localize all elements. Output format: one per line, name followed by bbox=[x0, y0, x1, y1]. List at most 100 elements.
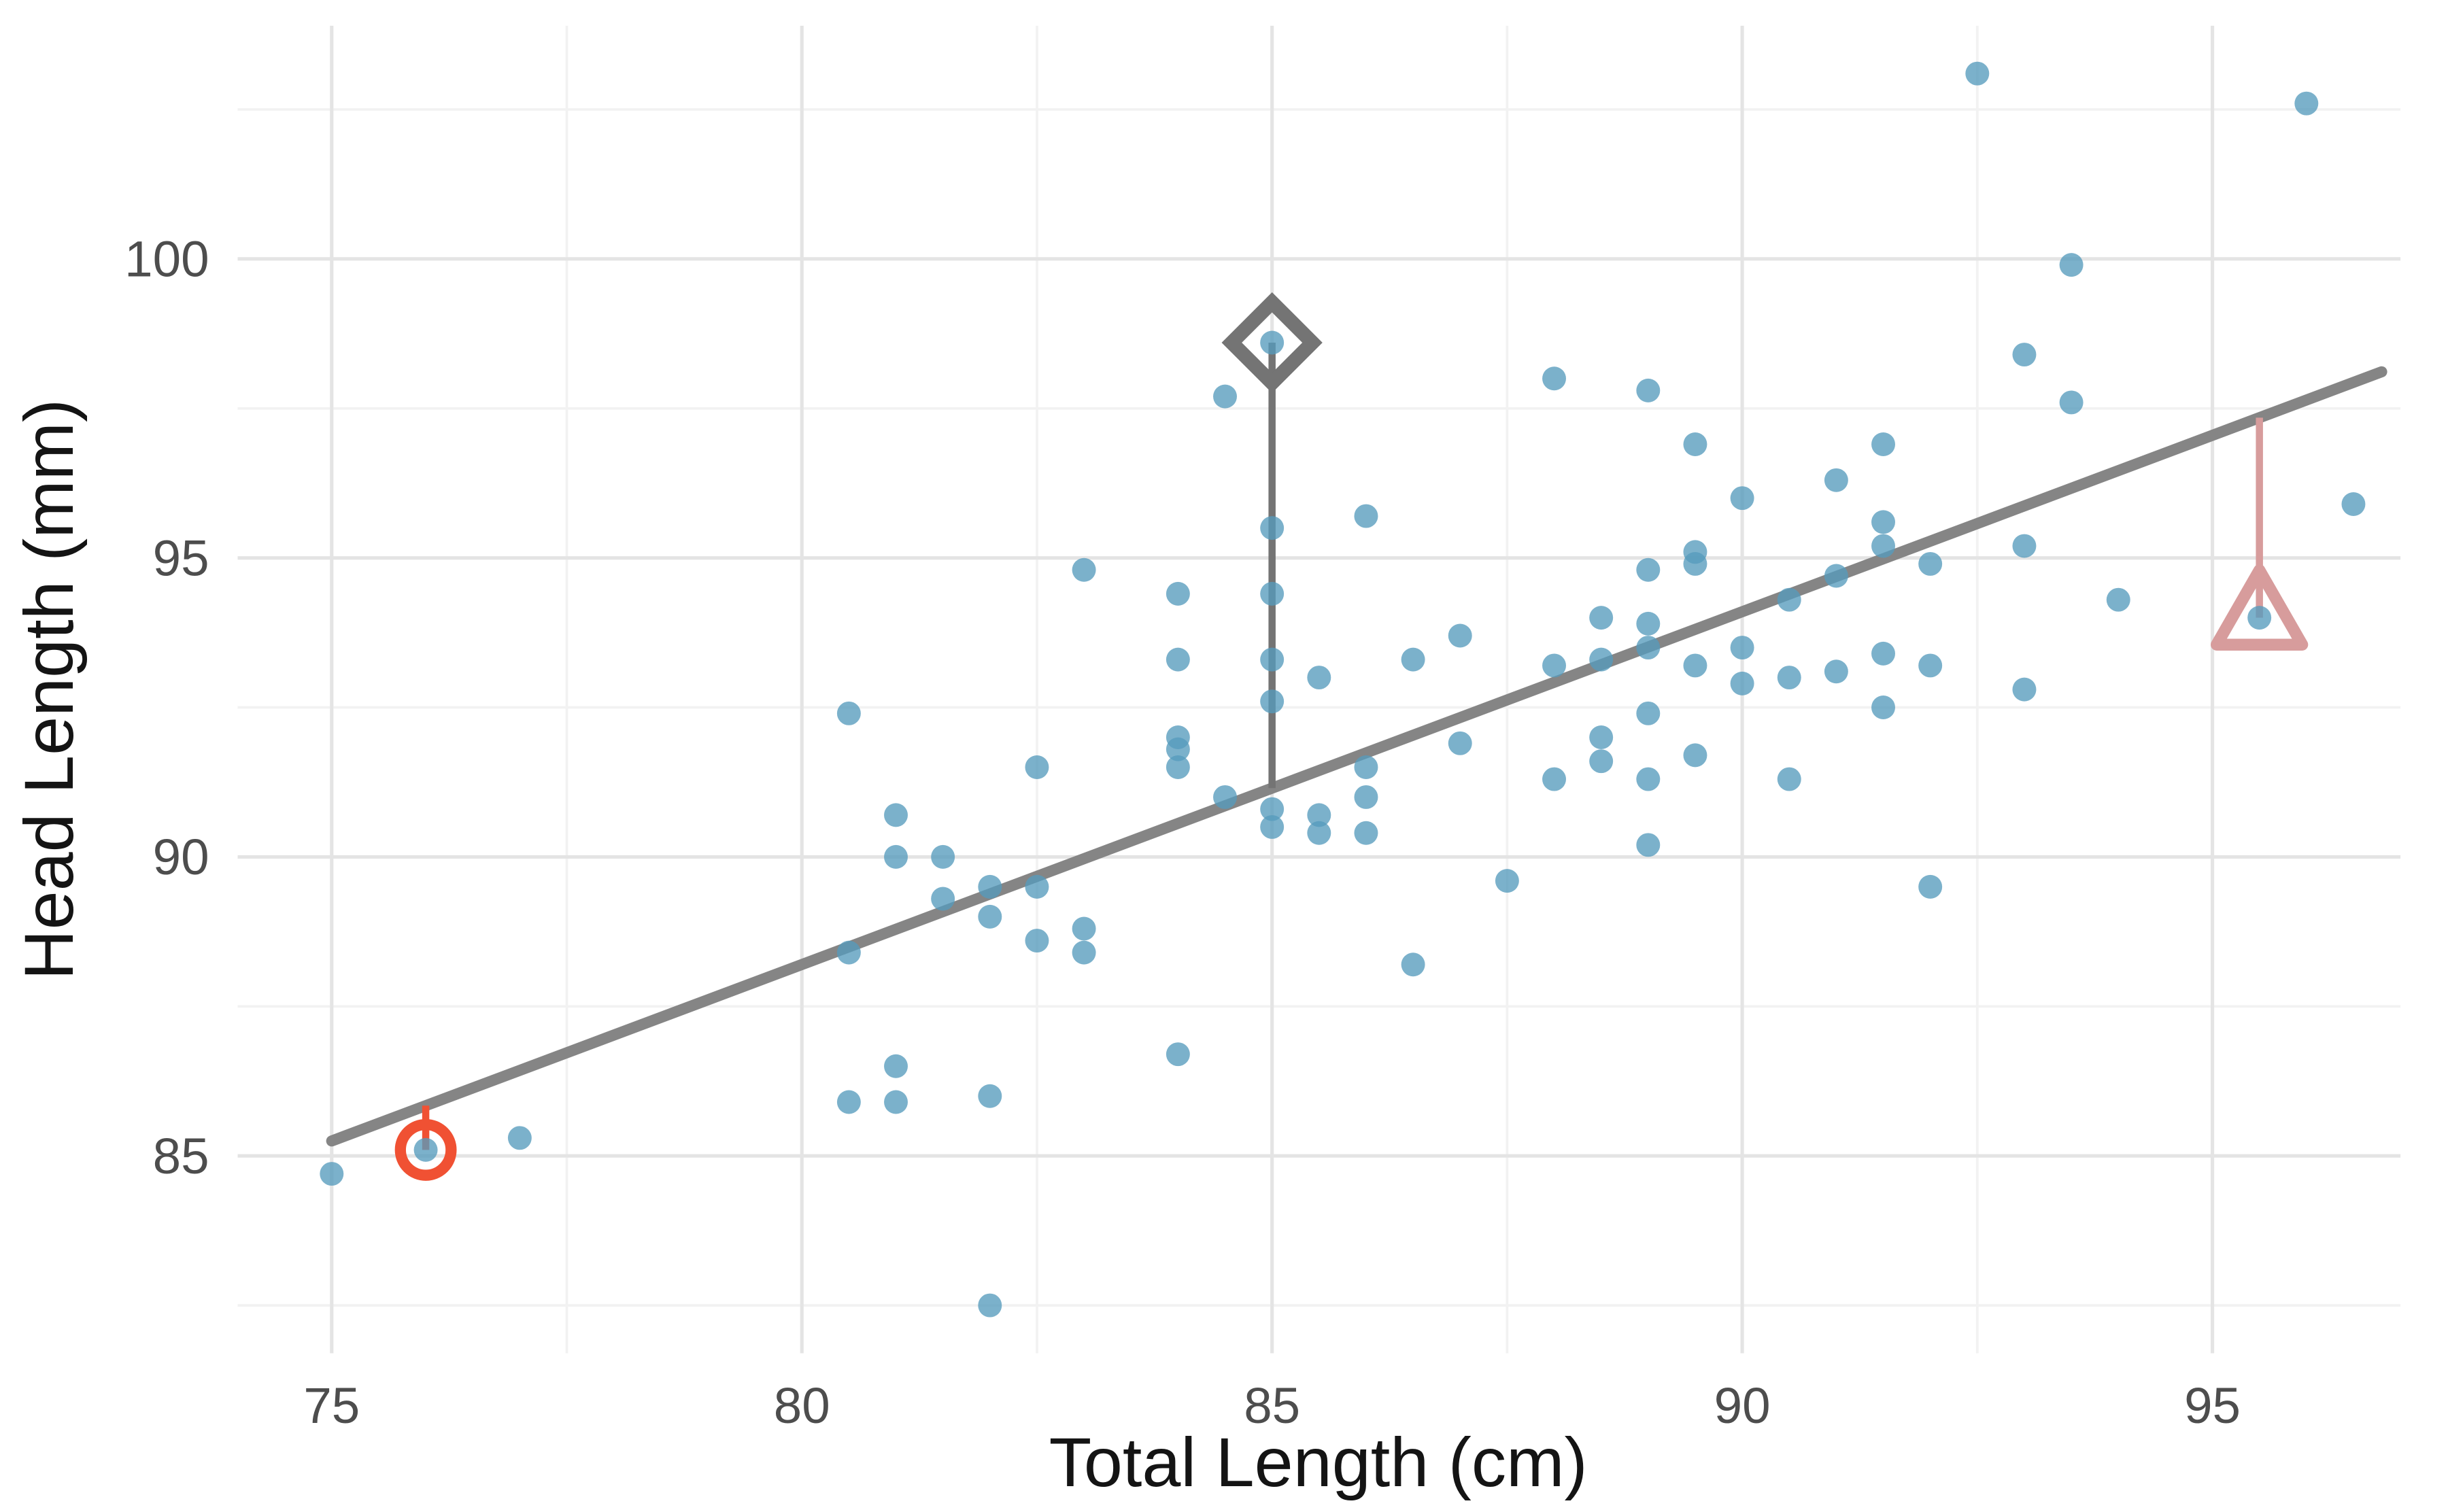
data-point bbox=[884, 803, 908, 827]
data-point bbox=[1542, 767, 1566, 791]
data-point bbox=[1683, 432, 1707, 456]
data-point bbox=[1401, 647, 1425, 672]
data-point bbox=[1589, 647, 1614, 672]
data-point bbox=[978, 1084, 1002, 1108]
data-point bbox=[1260, 647, 1285, 672]
data-point bbox=[2012, 677, 2037, 702]
data-point bbox=[1824, 468, 1848, 492]
regression-line-layer bbox=[326, 366, 2387, 1147]
data-point bbox=[1354, 504, 1378, 528]
data-points-layer bbox=[320, 61, 2366, 1318]
data-point bbox=[1589, 725, 1614, 749]
data-point bbox=[1636, 378, 1661, 402]
data-point bbox=[1683, 653, 1707, 678]
data-point bbox=[1213, 785, 1237, 809]
data-point bbox=[1354, 821, 1378, 845]
data-point bbox=[884, 1054, 908, 1078]
data-point bbox=[1213, 384, 1237, 409]
axis-labels-layer: 75 80 85 90 95 85 90 95 100 bbox=[124, 230, 2241, 1433]
annotation-markers-layer bbox=[394, 292, 2309, 1181]
data-point bbox=[507, 1126, 532, 1150]
data-point bbox=[1307, 803, 1331, 827]
data-point bbox=[1307, 821, 1331, 845]
gridlines-layer bbox=[237, 25, 2401, 1354]
x-tick-label: 80 bbox=[774, 1377, 830, 1434]
data-point bbox=[1918, 551, 1943, 576]
data-point bbox=[2012, 534, 2037, 558]
data-point bbox=[1025, 929, 1049, 953]
data-point bbox=[1354, 755, 1378, 779]
y-tick-label: 95 bbox=[153, 530, 209, 586]
data-point bbox=[1824, 564, 1848, 588]
data-point bbox=[1166, 755, 1190, 779]
data-point bbox=[1636, 636, 1661, 660]
data-point bbox=[1260, 814, 1285, 839]
data-point bbox=[2059, 390, 2084, 415]
data-point bbox=[1260, 689, 1285, 714]
data-point bbox=[1636, 833, 1661, 857]
data-point bbox=[1072, 916, 1096, 941]
data-point bbox=[1636, 701, 1661, 725]
data-point bbox=[931, 844, 955, 869]
data-point bbox=[1495, 869, 1519, 893]
data-point bbox=[1260, 330, 1285, 355]
circled-outlier-circle-marker bbox=[394, 1118, 457, 1181]
data-point bbox=[1871, 510, 1895, 534]
data-point bbox=[978, 874, 1002, 899]
x-tick-label: 75 bbox=[303, 1377, 360, 1434]
data-point bbox=[978, 904, 1002, 929]
data-point bbox=[1918, 653, 1943, 678]
data-point bbox=[2341, 492, 2366, 516]
data-point bbox=[1636, 611, 1661, 636]
data-point bbox=[836, 1090, 861, 1114]
data-point bbox=[1166, 1042, 1190, 1067]
y-tick-label: 85 bbox=[153, 1128, 209, 1184]
data-point bbox=[1448, 623, 1472, 648]
data-point bbox=[1589, 606, 1614, 630]
x-axis-title: Total Length (cm) bbox=[1049, 1423, 1588, 1501]
data-point bbox=[1871, 534, 1895, 558]
data-point bbox=[1260, 516, 1285, 540]
data-point bbox=[2247, 606, 2272, 630]
data-point bbox=[1730, 486, 1754, 511]
data-point bbox=[1918, 874, 1943, 899]
data-point bbox=[1730, 671, 1754, 695]
data-point bbox=[1683, 743, 1707, 768]
diamond-outlier-diamond-marker bbox=[1221, 292, 1323, 394]
data-point bbox=[1448, 731, 1472, 755]
data-point bbox=[1777, 587, 1801, 612]
data-point bbox=[1166, 647, 1190, 672]
data-point bbox=[1871, 641, 1895, 666]
data-point bbox=[884, 844, 908, 869]
residual-segments-layer bbox=[422, 342, 2263, 1150]
data-point bbox=[1730, 636, 1754, 660]
x-tick-label: 90 bbox=[1714, 1377, 1771, 1434]
data-point bbox=[1636, 557, 1661, 582]
data-point bbox=[1260, 581, 1285, 606]
data-point bbox=[2294, 91, 2319, 116]
data-point bbox=[1354, 785, 1378, 809]
data-point bbox=[884, 1090, 908, 1114]
data-point bbox=[1166, 737, 1190, 761]
data-point bbox=[1166, 581, 1190, 606]
data-point bbox=[1401, 952, 1425, 977]
y-tick-label: 100 bbox=[124, 230, 209, 287]
data-point bbox=[1636, 767, 1661, 791]
data-point bbox=[1777, 666, 1801, 690]
data-point bbox=[1824, 659, 1848, 684]
x-tick-label: 85 bbox=[1244, 1377, 1300, 1434]
data-point bbox=[1777, 767, 1801, 791]
data-point bbox=[836, 940, 861, 965]
data-point bbox=[1965, 61, 1990, 86]
data-point bbox=[1260, 797, 1285, 821]
y-tick-label: 90 bbox=[153, 829, 209, 885]
data-point bbox=[1025, 755, 1049, 779]
data-point bbox=[1542, 653, 1566, 678]
data-point bbox=[1589, 749, 1614, 774]
data-point bbox=[1871, 432, 1895, 456]
data-point bbox=[1072, 940, 1096, 965]
data-point bbox=[2106, 587, 2130, 612]
data-point bbox=[1025, 874, 1049, 899]
data-point bbox=[1072, 557, 1096, 582]
